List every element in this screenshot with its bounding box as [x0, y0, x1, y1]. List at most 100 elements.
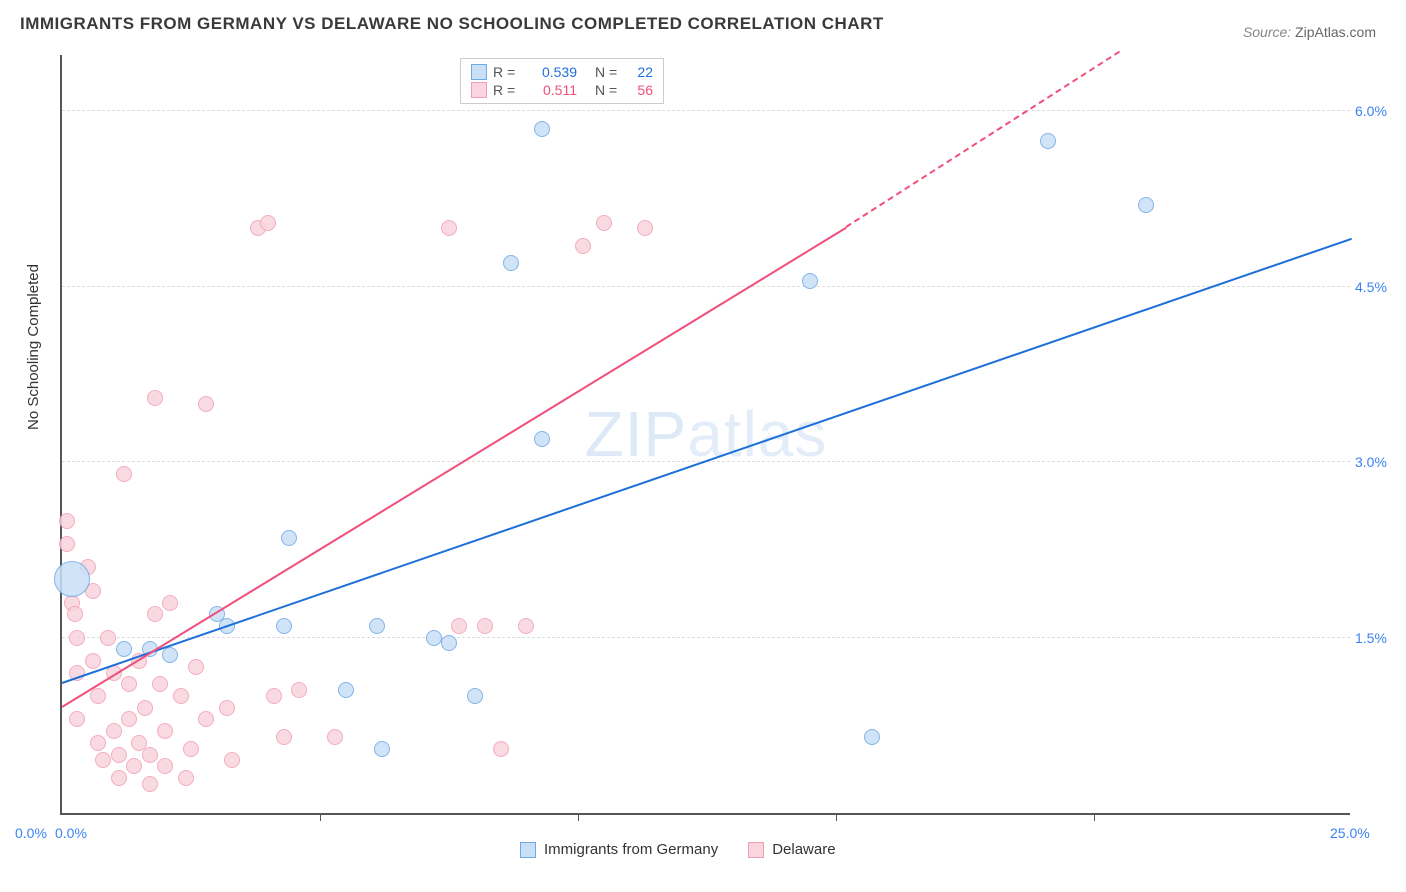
- gridline: [62, 637, 1350, 638]
- data-point-delaware: [111, 770, 127, 786]
- r-label: R =: [493, 64, 521, 80]
- data-point-delaware: [493, 741, 509, 757]
- data-point-germany: [369, 618, 385, 634]
- data-point-delaware: [69, 711, 85, 727]
- data-point-germany: [802, 273, 818, 289]
- data-point-delaware: [518, 618, 534, 634]
- data-point-germany: [1040, 133, 1056, 149]
- data-point-delaware: [162, 595, 178, 611]
- legend-series-item: Immigrants from Germany: [520, 841, 718, 858]
- data-point-germany: [338, 682, 354, 698]
- data-point-delaware: [59, 513, 75, 529]
- x-tick: [1094, 813, 1095, 821]
- data-point-germany: [534, 431, 550, 447]
- data-point-germany: [116, 641, 132, 657]
- x-tick: [836, 813, 837, 821]
- data-point-delaware: [100, 630, 116, 646]
- legend-swatch: [471, 64, 487, 80]
- data-point-germany: [1138, 197, 1154, 213]
- data-point-germany: [374, 741, 390, 757]
- trendline-delaware-extrapolated: [846, 51, 1121, 228]
- data-point-delaware: [219, 700, 235, 716]
- data-point-delaware: [95, 752, 111, 768]
- data-point-delaware: [157, 723, 173, 739]
- legend-series: Immigrants from Germany Delaware: [520, 841, 836, 858]
- r-label: R =: [493, 82, 521, 98]
- data-point-delaware: [198, 396, 214, 412]
- n-value: 56: [625, 82, 653, 98]
- data-point-delaware: [90, 735, 106, 751]
- trendline-delaware: [61, 227, 846, 708]
- legend-series-label: Immigrants from Germany: [544, 841, 718, 858]
- source-value: ZipAtlas.com: [1295, 24, 1376, 40]
- data-point-germany: [534, 121, 550, 137]
- data-point-germany: [864, 729, 880, 745]
- data-point-delaware: [137, 700, 153, 716]
- data-point-delaware: [85, 653, 101, 669]
- data-point-delaware: [173, 688, 189, 704]
- data-point-delaware: [266, 688, 282, 704]
- data-point-delaware: [183, 741, 199, 757]
- x-tick: [578, 813, 579, 821]
- data-point-delaware: [69, 630, 85, 646]
- watermark-bold: ZIP: [585, 398, 688, 470]
- data-point-delaware: [111, 747, 127, 763]
- data-point-delaware: [106, 723, 122, 739]
- x-axis-max-label: 25.0%: [1330, 825, 1370, 841]
- gridline: [62, 110, 1350, 111]
- y-axis-min-label: 0.0%: [15, 825, 47, 841]
- data-point-delaware: [67, 606, 83, 622]
- n-value: 22: [625, 64, 653, 80]
- data-point-germany: [503, 255, 519, 271]
- data-point-delaware: [477, 618, 493, 634]
- data-point-delaware: [188, 659, 204, 675]
- y-axis-label: No Schooling Completed: [25, 264, 42, 430]
- data-point-delaware: [260, 215, 276, 231]
- n-label: N =: [595, 82, 619, 98]
- data-point-delaware: [291, 682, 307, 698]
- data-point-germany: [281, 530, 297, 546]
- data-point-delaware: [224, 752, 240, 768]
- data-point-delaware: [121, 711, 137, 727]
- data-point-delaware: [126, 758, 142, 774]
- y-tick-label: 1.5%: [1355, 630, 1400, 646]
- data-point-delaware: [147, 390, 163, 406]
- data-point-delaware: [276, 729, 292, 745]
- x-axis-min-label: 0.0%: [55, 825, 87, 841]
- data-point-germany: [54, 561, 90, 597]
- data-point-delaware: [121, 676, 137, 692]
- data-point-delaware: [142, 747, 158, 763]
- y-tick-label: 3.0%: [1355, 454, 1400, 470]
- data-point-delaware: [142, 776, 158, 792]
- data-point-delaware: [116, 466, 132, 482]
- r-value: 0.511: [527, 82, 577, 98]
- data-point-germany: [441, 635, 457, 651]
- data-point-delaware: [152, 676, 168, 692]
- y-tick-label: 4.5%: [1355, 279, 1400, 295]
- data-point-delaware: [451, 618, 467, 634]
- x-tick: [320, 813, 321, 821]
- data-point-delaware: [575, 238, 591, 254]
- chart-title: IMMIGRANTS FROM GERMANY VS DELAWARE NO S…: [20, 14, 884, 34]
- legend-stats: R =0.539N =22R =0.511N =56: [460, 58, 664, 104]
- data-point-delaware: [59, 536, 75, 552]
- data-point-germany: [276, 618, 292, 634]
- legend-stats-row: R =0.539N =22: [471, 63, 653, 81]
- data-point-delaware: [90, 688, 106, 704]
- legend-series-item: Delaware: [748, 841, 835, 858]
- n-label: N =: [595, 64, 619, 80]
- source-attribution: Source: ZipAtlas.com: [1243, 24, 1376, 40]
- plot-area: ZIPatlas 1.5%3.0%4.5%6.0%: [60, 55, 1350, 815]
- data-point-delaware: [157, 758, 173, 774]
- legend-swatch: [471, 82, 487, 98]
- source-label: Source:: [1243, 24, 1291, 40]
- data-point-delaware: [147, 606, 163, 622]
- legend-series-label: Delaware: [772, 841, 835, 858]
- data-point-delaware: [178, 770, 194, 786]
- gridline: [62, 286, 1350, 287]
- data-point-germany: [426, 630, 442, 646]
- legend-swatch: [520, 842, 536, 858]
- data-point-delaware: [198, 711, 214, 727]
- data-point-germany: [467, 688, 483, 704]
- data-point-delaware: [441, 220, 457, 236]
